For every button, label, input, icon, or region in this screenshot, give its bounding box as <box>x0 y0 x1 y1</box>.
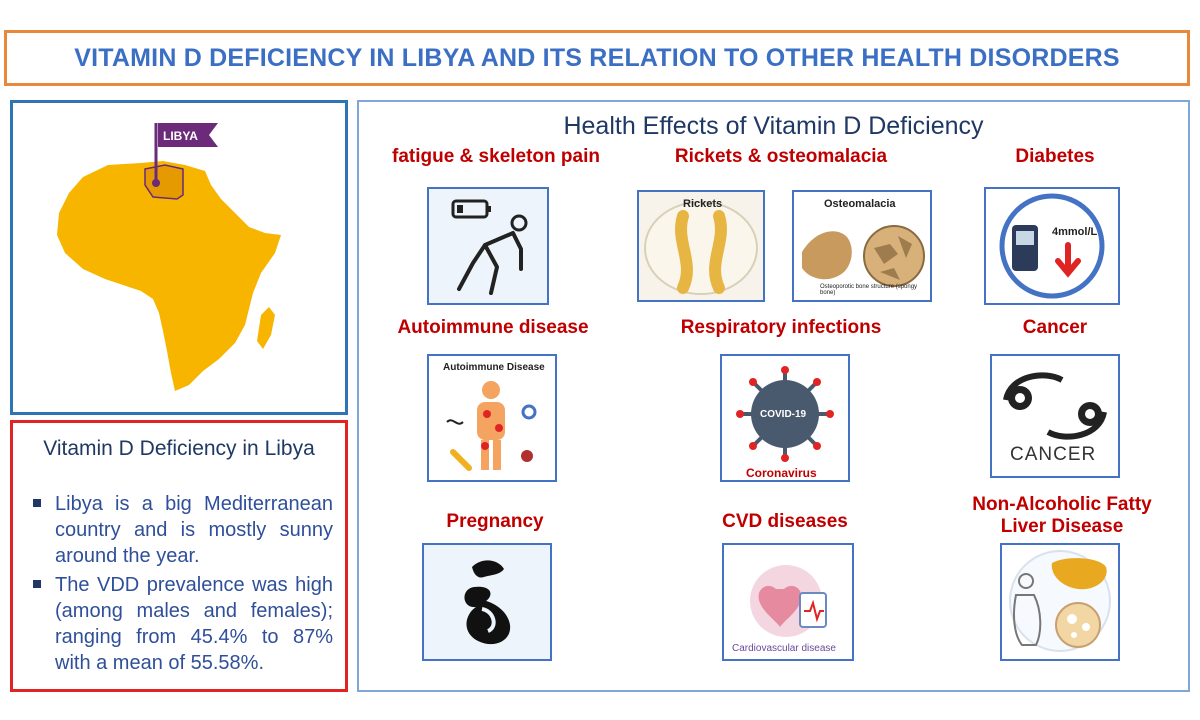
libya-shape <box>144 164 184 200</box>
virus-icon <box>736 366 834 462</box>
cancer-tile-text: CANCER <box>1010 444 1097 465</box>
respiratory-tile: COVID-19 Coronavirus <box>720 354 850 482</box>
cancer-symbol-icon <box>1003 372 1107 440</box>
health-effects-title: Health Effects of Vitamin D Deficiency <box>563 112 984 140</box>
pregnancy-tile <box>422 543 552 661</box>
fatty-liver-icon <box>1009 550 1111 652</box>
label-pregnancy: Pregnancy <box>446 511 544 532</box>
label-cancer: Cancer <box>1022 317 1088 338</box>
info-bullet: The VDD prevalence was high (among males… <box>31 572 333 676</box>
info-bullets: Libya is a big Mediterranean country and… <box>31 491 333 679</box>
info-bullet: Libya is a big Mediterranean country and… <box>31 491 333 569</box>
libya-info-panel: Vitamin D Deficiency in Libya Libya is a… <box>10 420 348 692</box>
label-diabetes: Diabetes <box>1015 146 1095 167</box>
rickets-tile-text: Rickets <box>683 198 723 210</box>
pregnant-woman-icon <box>464 560 511 645</box>
osteomalacia-tile: Osteomalacia Osteoporotic bone structure… <box>792 190 932 302</box>
cancer-tile: CANCER <box>990 354 1120 478</box>
flag-pin <box>152 179 160 187</box>
flag-label: LIBYA <box>163 129 198 143</box>
label-nafld: Non-Alcoholic Fatty Liver Disease <box>972 494 1152 537</box>
autoimmune-tile-text: Autoimmune Disease <box>443 362 545 373</box>
libya-flag <box>158 123 218 147</box>
page-title: VITAMIN D DEFICIENCY IN LIBYA AND ITS RE… <box>74 43 1120 72</box>
glucose-reading: 4mmol/L <box>1052 226 1098 238</box>
autoimmune-body-icon <box>446 381 537 471</box>
cardio-caption: Cardiovascular disease <box>732 643 836 654</box>
fatigue-tile <box>427 187 549 305</box>
cvd-tile: Cardiovascular disease <box>722 543 854 661</box>
label-autoimmune: Autoimmune disease <box>397 317 589 338</box>
coronavirus-label: Coronavirus <box>746 466 817 480</box>
africa-map: LIBYA <box>57 123 281 391</box>
bone-structure-icon <box>802 225 925 287</box>
madagascar-shape <box>257 307 275 349</box>
label-rickets: Rickets & osteomalacia <box>674 146 888 167</box>
heart-icon <box>750 565 827 637</box>
covid-label: COVID-19 <box>760 409 807 420</box>
nafld-tile <box>1000 543 1120 661</box>
rickets-legs-icon <box>644 201 758 295</box>
label-cvd: CVD diseases <box>722 511 848 532</box>
africa-shape <box>57 161 281 391</box>
glucose-meter-icon <box>999 193 1105 299</box>
osteo-caption: Osteoporotic bone structure (spongy bone… <box>820 284 918 296</box>
health-effects-panel <box>357 100 1190 692</box>
label-fatigue: fatigue & skeleton pain <box>392 146 600 167</box>
fatigue-person-icon <box>451 199 528 295</box>
title-banner: VITAMIN D DEFICIENCY IN LIBYA AND ITS RE… <box>4 30 1190 86</box>
africa-map-panel: LIBYA <box>10 100 348 415</box>
autoimmune-tile: Autoimmune Disease <box>427 354 557 482</box>
info-title: Vitamin D Deficiency in Libya <box>43 437 315 460</box>
diabetes-tile: 4mmol/L <box>984 187 1120 305</box>
osteomalacia-tile-text: Osteomalacia <box>824 198 896 210</box>
label-respiratory: Respiratory infections <box>680 317 882 338</box>
rickets-tile: Rickets <box>637 190 765 302</box>
